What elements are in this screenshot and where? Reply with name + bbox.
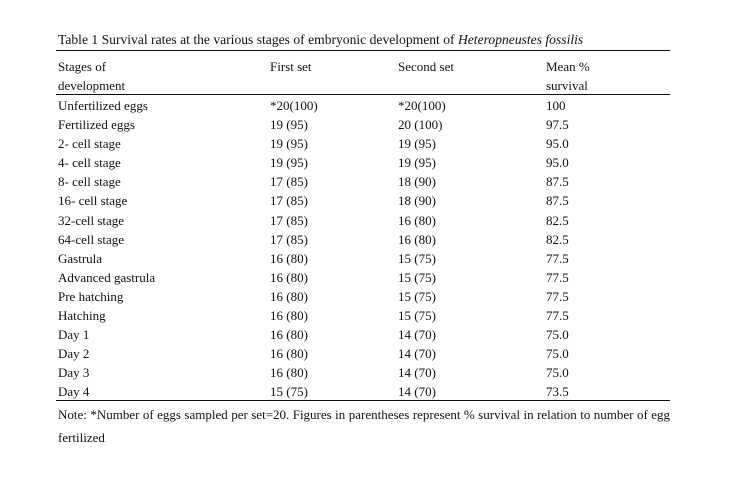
cell-mean-survival: 75.0 <box>546 365 569 381</box>
cell-stage: Fertilized eggs <box>58 117 135 133</box>
table-row: Gastrula 16 (80) 15 (75) 77.5 <box>0 249 730 268</box>
table-row: 8- cell stage 17 (85) 18 (90) 87.5 <box>0 172 730 191</box>
cell-stage: 32-cell stage <box>58 212 125 228</box>
cell-first-set: 16 (80) <box>270 346 308 362</box>
cell-mean-survival: 77.5 <box>546 308 569 324</box>
table-row: Unfertilized eggs *20(100) *20(100) 100 <box>0 96 730 115</box>
table-body: Unfertilized eggs *20(100) *20(100) 100 Fert… <box>0 96 730 402</box>
table-row: Pre hatching 16 (80) 15 (75) 77.5 <box>0 287 730 306</box>
cell-stage: Advanced gastrula <box>58 269 156 285</box>
cell-first-set: 16 (80) <box>270 308 308 324</box>
table-row: Hatching 16 (80) 15 (75) 77.5 <box>0 306 730 325</box>
cell-second-set: *20(100) <box>398 98 446 113</box>
cell-mean-survival: 95.0 <box>546 155 569 171</box>
cell-second-set: 19 (95) <box>398 136 436 152</box>
table-row: Day 3 16 (80) 14 (70) 75.0 <box>0 363 730 382</box>
cell-first-set: 17 (85) <box>270 231 308 247</box>
header-stages: Stages of development <box>58 57 125 95</box>
cell-second-set: 19 (95) <box>398 155 436 171</box>
cell-mean-survival: 82.5 <box>546 231 569 247</box>
cell-second-set: 16 (80) <box>398 231 436 247</box>
cell-second-set: 15 (75) <box>398 288 436 304</box>
cell-first-set: 16 (80) <box>270 327 308 343</box>
cell-second-set: 14 (70) <box>398 365 436 381</box>
cell-first-set: 16 (80) <box>270 269 308 285</box>
cell-mean-survival: 75.0 <box>546 327 569 343</box>
table-row: Fertilized eggs 19 (95) 20 (100) 97.5 <box>0 115 730 134</box>
caption-prefix: Table 1 Survival rates at the various st… <box>58 32 458 47</box>
cell-stage: Day 4 <box>58 384 90 400</box>
cell-stage: Day 2 <box>58 346 90 362</box>
header-mean-survival: Mean % survival <box>546 57 590 95</box>
header-stages-line1: Stages of <box>58 59 107 74</box>
cell-second-set: 15 (75) <box>398 250 436 266</box>
cell-mean-survival: 75.0 <box>546 346 569 362</box>
cell-mean-survival: 100 <box>546 98 566 113</box>
table-bottom-rule <box>56 400 670 402</box>
cell-first-set: 16 (80) <box>270 250 308 266</box>
table-note: Note: *Number of eggs sampled per set=20… <box>58 407 670 445</box>
cell-second-set: 15 (75) <box>398 308 436 324</box>
caption-species: Heteropneustes fossilis <box>457 32 584 47</box>
cell-second-set: 14 (70) <box>398 327 436 343</box>
cell-first-set: 16 (80) <box>270 288 308 304</box>
cell-second-set: 15 (75) <box>398 269 436 285</box>
cell-mean-survival: 73.5 <box>546 384 569 400</box>
cell-first-set: 17 (85) <box>270 174 308 190</box>
table-row: 64-cell stage 17 (85) 16 (80) 82.5 <box>0 230 730 249</box>
table-caption: Table 1 Survival rates at the various st… <box>58 31 670 48</box>
cell-first-set: 19 (95) <box>270 136 308 152</box>
cell-stage: Pre hatching <box>58 288 124 304</box>
cell-mean-survival: 95.0 <box>546 136 569 152</box>
cell-first-set: 19 (95) <box>270 155 308 171</box>
cell-second-set: 16 (80) <box>398 212 436 228</box>
cell-second-set: 14 (70) <box>398 346 436 362</box>
cell-mean-survival: 82.5 <box>546 212 569 228</box>
cell-mean-survival: 77.5 <box>546 269 569 285</box>
cell-second-set: 18 (90) <box>398 193 436 209</box>
header-mean-line1: Mean % <box>546 59 590 74</box>
cell-mean-survival: 77.5 <box>546 288 569 304</box>
cell-first-set: 17 (85) <box>270 193 308 209</box>
cell-stage: 2- cell stage <box>58 136 121 152</box>
cell-mean-survival: 87.5 <box>546 174 569 190</box>
cell-stage: Hatching <box>58 308 106 324</box>
table-row: 4- cell stage 19 (95) 19 (95) 95.0 <box>0 153 730 172</box>
table-row: Day 4 15 (75) 14 (70) 73.5 <box>0 382 730 401</box>
cell-first-set: 15 (75) <box>270 384 308 400</box>
cell-stage: Unfertilized eggs <box>58 98 148 113</box>
cell-first-set: *20(100) <box>270 98 318 113</box>
cell-stage: 16- cell stage <box>58 193 128 209</box>
cell-stage: Day 1 <box>58 327 90 343</box>
header-first-set: First set <box>270 59 312 74</box>
table-header-rule <box>56 94 670 95</box>
cell-stage: Day 3 <box>58 365 90 381</box>
table-row: Day 2 16 (80) 14 (70) 75.0 <box>0 344 730 363</box>
cell-stage: Gastrula <box>58 250 103 266</box>
header-mean-line2: survival <box>546 78 588 93</box>
cell-mean-survival: 87.5 <box>546 193 569 209</box>
cell-first-set: 19 (95) <box>270 117 308 133</box>
cell-second-set: 14 (70) <box>398 384 436 400</box>
cell-mean-survival: 97.5 <box>546 117 569 133</box>
cell-stage: 4- cell stage <box>58 155 121 171</box>
table-row: 16- cell stage 17 (85) 18 (90) 87.5 <box>0 191 730 210</box>
header-second-set: Second set <box>398 59 454 74</box>
table-row: 32-cell stage 17 (85) 16 (80) 82.5 <box>0 211 730 230</box>
cell-first-set: 16 (80) <box>270 365 308 381</box>
cell-stage: 8- cell stage <box>58 174 121 190</box>
cell-mean-survival: 77.5 <box>546 250 569 266</box>
table-row: Advanced gastrula 16 (80) 15 (75) 77.5 <box>0 268 730 287</box>
header-stages-line2: development <box>58 78 126 93</box>
cell-stage: 64-cell stage <box>58 231 125 247</box>
cell-second-set: 20 (100) <box>398 117 443 133</box>
table-row: 2- cell stage 19 (95) 19 (95) 95.0 <box>0 134 730 153</box>
table-row: Day 1 16 (80) 14 (70) 75.0 <box>0 325 730 344</box>
cell-second-set: 18 (90) <box>398 174 436 190</box>
cell-first-set: 17 (85) <box>270 212 308 228</box>
table-top-rule <box>56 50 670 52</box>
